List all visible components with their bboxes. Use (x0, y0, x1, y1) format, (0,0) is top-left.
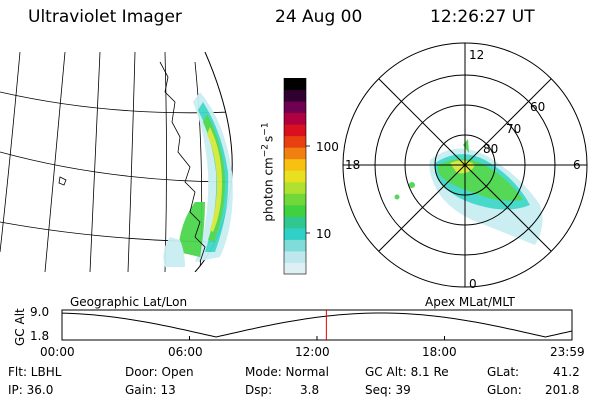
observation-time: 12:26:27 UT (430, 7, 535, 27)
lat-label-80: 80 (483, 142, 498, 156)
colorbar-cell (284, 78, 306, 91)
coastline (159, 61, 206, 263)
colorbar-cell (284, 101, 306, 114)
colorbar-tick-100-label: 100 (316, 140, 339, 154)
colorbar-cell (284, 239, 306, 252)
longitude-line (0, 52, 21, 253)
colorbar-units-mid: s (261, 135, 276, 142)
colorbar-cell (284, 193, 306, 206)
mlt-label-18: 18 (345, 158, 360, 172)
colorbar-cell (284, 204, 306, 217)
colorbar-units-text: photon cm (261, 157, 276, 222)
x-tick-0000: 00:00 (40, 345, 75, 359)
apex-panel-label: Apex MLat/MLT (425, 295, 515, 309)
gc-altitude: GC Alt: 8.1 Re (365, 365, 449, 379)
geographic-panel-label: Geographic Lat/Lon (70, 295, 188, 309)
colorbar-units-exp2: −1 (260, 122, 271, 136)
geographic-image (0, 52, 233, 272)
altitude-x-ticks (61, 336, 573, 340)
altitude-bottom-label: 1.8 (30, 329, 49, 343)
ip-value: IP: 36.0 (8, 383, 54, 397)
island (58, 176, 67, 186)
dsp-label: Dsp: (245, 383, 273, 397)
colorbar-cell (284, 250, 306, 263)
dsp-value: 3.8 (300, 383, 320, 397)
colorbar-cell (284, 124, 306, 137)
colorbar-cell (284, 216, 306, 229)
altitude-plot-frame (61, 309, 573, 341)
polar-plot: 12 18 6 0 60 70 80 (342, 42, 588, 291)
colorbar-cell (284, 89, 306, 102)
longitude-line (89, 52, 101, 272)
colorbar-units-exp1: −2 (260, 143, 271, 158)
gain-value: Gain: 13 (125, 383, 176, 397)
instrument-title: Ultraviolet Imager (28, 7, 182, 27)
colorbar-cell (284, 135, 306, 148)
colorbar-cell (284, 112, 306, 125)
mode-value: Mode: Normal (245, 365, 329, 379)
altitude-axis-label: GC Alt (13, 308, 27, 346)
colorbar-cell (284, 262, 306, 275)
colorbar-cell (284, 170, 306, 183)
colorbar-cell (284, 227, 306, 240)
colorbar-tick-10-label: 10 (316, 227, 332, 241)
polar-aurora (394, 139, 543, 245)
mlt-label-0: 0 (469, 277, 477, 291)
glat-label: GLat: (487, 365, 520, 379)
door-status: Door: Open (125, 365, 194, 379)
longitude-line (164, 52, 167, 272)
mlt-spoke-diag-b (378, 78, 552, 252)
lat-label-60: 60 (530, 100, 545, 114)
longitude-line (127, 52, 136, 272)
altitude-plot: GC Alt 9.0 1.8 (13, 305, 573, 346)
lat-label-70: 70 (506, 122, 521, 136)
colorbar-cell (284, 147, 306, 160)
x-tick-2359: 23:59 (550, 345, 585, 359)
glon-value: 201.8 (545, 383, 580, 397)
color-bar (283, 78, 310, 275)
longitude-line (44, 52, 66, 272)
sequence-number: Seq: 39 (365, 383, 411, 397)
x-tick-0600: 06:00 (168, 345, 203, 359)
aurora-emission (163, 92, 233, 267)
filter-value: Flt: LBHL (8, 365, 62, 379)
x-tick-1200: 12:00 (295, 345, 330, 359)
mlt-label-12: 12 (469, 48, 484, 62)
glon-label: GLon: (487, 383, 522, 397)
altitude-top-label: 9.0 (30, 305, 49, 319)
latitude-line (0, 151, 233, 183)
x-tick-1800: 18:00 (422, 345, 457, 359)
observation-date: 24 Aug 00 (275, 7, 363, 27)
colorbar-cell (284, 181, 306, 194)
mlt-label-6: 6 (573, 158, 581, 172)
altitude-curve (61, 312, 573, 338)
colorbar-cell (284, 158, 306, 171)
glat-value: 41.2 (553, 365, 580, 379)
